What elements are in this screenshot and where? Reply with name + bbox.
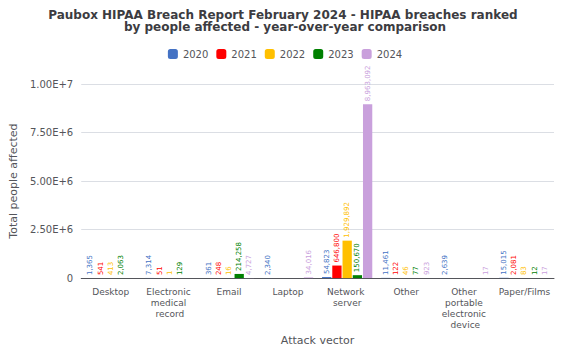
svg-text:Other: Other <box>451 287 479 297</box>
svg-text:2,063: 2,063 <box>117 255 125 275</box>
svg-text:1: 1 <box>166 271 174 275</box>
svg-text:15,015: 15,015 <box>500 250 508 275</box>
svg-text:413: 413 <box>107 262 115 275</box>
svg-text:923: 923 <box>423 262 431 275</box>
svg-text:2,340: 2,340 <box>264 255 272 275</box>
svg-text:51: 51 <box>156 266 164 275</box>
svg-text:5.00E+6: 5.00E+6 <box>30 176 73 187</box>
svg-text:17: 17 <box>482 266 490 275</box>
svg-text:248: 248 <box>215 262 223 275</box>
svg-text:electronic: electronic <box>442 309 489 319</box>
svg-text:2022: 2022 <box>280 49 305 60</box>
svg-text:214,258: 214,258 <box>235 242 243 271</box>
svg-text:0: 0 <box>67 273 73 284</box>
svg-text:Laptop: Laptop <box>273 287 304 297</box>
svg-text:7.50E+6: 7.50E+6 <box>30 127 73 138</box>
svg-text:Network: Network <box>327 287 367 297</box>
svg-text:2,081: 2,081 <box>510 255 518 275</box>
svg-text:122: 122 <box>392 262 400 275</box>
svg-text:Total people affected: Total people affected <box>7 123 20 239</box>
svg-text:Paubox HIPAA Breach Report Feb: Paubox HIPAA Breach Report February 2024… <box>48 8 522 22</box>
svg-text:2.50E+6: 2.50E+6 <box>30 224 73 235</box>
svg-text:Paper/Films: Paper/Films <box>499 287 551 297</box>
svg-text:11,461: 11,461 <box>382 250 390 275</box>
svg-text:2,639: 2,639 <box>441 255 449 275</box>
svg-text:4,727: 4,727 <box>245 255 253 275</box>
svg-text:54,823: 54,823 <box>323 250 331 275</box>
svg-text:Electronic: Electronic <box>146 287 193 297</box>
svg-text:2024: 2024 <box>377 49 402 60</box>
svg-text:150,670: 150,670 <box>353 243 361 272</box>
svg-text:Email: Email <box>216 287 241 297</box>
svg-text:record: record <box>155 309 184 319</box>
svg-text:1,929,892: 1,929,892 <box>343 202 351 238</box>
svg-text:2020: 2020 <box>183 49 208 60</box>
svg-text:12: 12 <box>531 266 539 275</box>
svg-text:361: 361 <box>205 262 213 275</box>
svg-text:device: device <box>451 320 481 330</box>
svg-text:2023: 2023 <box>328 49 353 60</box>
svg-text:541: 541 <box>97 262 105 275</box>
svg-text:129: 129 <box>176 262 184 275</box>
svg-text:1.00E+7: 1.00E+7 <box>30 79 73 90</box>
svg-text:83: 83 <box>520 266 528 275</box>
svg-text:7,314: 7,314 <box>145 254 153 275</box>
svg-text:Desktop: Desktop <box>92 287 129 297</box>
svg-text:77: 77 <box>412 266 420 275</box>
svg-text:34,016: 34,016 <box>305 249 313 274</box>
svg-text:646,800: 646,800 <box>333 234 341 263</box>
svg-text:2021: 2021 <box>231 49 256 60</box>
svg-text:by people affected - year-over: by people affected - year-over-year comp… <box>124 20 446 34</box>
svg-text:Other: Other <box>393 287 419 297</box>
svg-text:17: 17 <box>541 266 549 275</box>
svg-text:Attack vector: Attack vector <box>281 334 355 347</box>
svg-text:46: 46 <box>402 266 410 275</box>
svg-text:server: server <box>333 298 362 308</box>
svg-text:8,963,092: 8,963,092 <box>364 65 372 101</box>
svg-text:portable: portable <box>445 298 486 308</box>
svg-text:1,365: 1,365 <box>86 255 94 275</box>
svg-text:16: 16 <box>225 266 233 275</box>
svg-text:medical: medical <box>151 298 189 308</box>
